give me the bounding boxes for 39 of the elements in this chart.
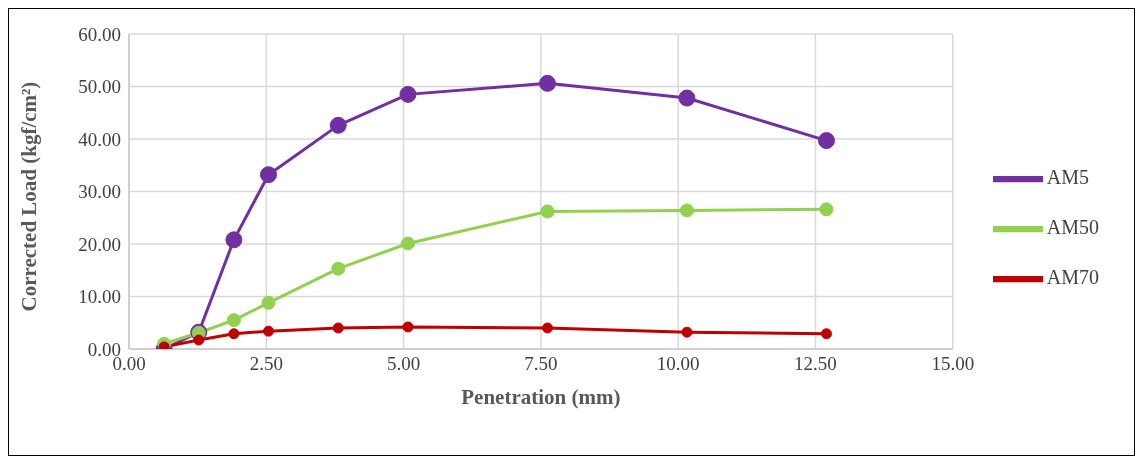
point bbox=[678, 89, 696, 107]
point bbox=[402, 321, 414, 333]
y-tick-label: 50.00 bbox=[78, 76, 121, 98]
point bbox=[225, 231, 243, 249]
x-tick-label: 5.00 bbox=[386, 353, 421, 375]
point bbox=[820, 328, 832, 340]
point bbox=[819, 202, 834, 217]
x-tick-label: 10.00 bbox=[656, 353, 700, 375]
y-tick-label: 10.00 bbox=[78, 286, 121, 308]
legend-label: AM70 bbox=[1046, 265, 1099, 288]
point bbox=[400, 236, 415, 251]
y-axis-title: Corrected Load (kgf/cm²) bbox=[17, 81, 42, 312]
point bbox=[538, 74, 556, 92]
x-tick-label: 2.50 bbox=[249, 353, 283, 375]
point bbox=[262, 325, 274, 337]
point bbox=[817, 132, 835, 150]
y-tick-label: 60.00 bbox=[78, 23, 121, 45]
point bbox=[399, 85, 417, 103]
x-tick-label: 7.50 bbox=[524, 353, 558, 375]
point bbox=[332, 322, 344, 334]
point bbox=[331, 261, 346, 276]
x-tick-label: 12.50 bbox=[794, 353, 837, 375]
y-tick-label: 40.00 bbox=[78, 128, 121, 150]
point bbox=[681, 326, 693, 338]
point bbox=[540, 204, 555, 219]
point bbox=[261, 295, 276, 310]
y-tick-label: 20.00 bbox=[78, 233, 121, 255]
legend-label: AM5 bbox=[1046, 165, 1089, 188]
point bbox=[679, 203, 694, 218]
x-axis-title: Penetration (mm) bbox=[461, 385, 621, 409]
legend-label: AM50 bbox=[1046, 215, 1099, 238]
x-tick-label: 15.00 bbox=[931, 353, 975, 375]
point bbox=[541, 322, 553, 334]
point bbox=[228, 328, 240, 340]
point bbox=[329, 116, 347, 134]
point bbox=[259, 166, 277, 184]
y-tick-label: 30.00 bbox=[78, 181, 121, 203]
point bbox=[193, 334, 205, 346]
point bbox=[226, 313, 241, 328]
